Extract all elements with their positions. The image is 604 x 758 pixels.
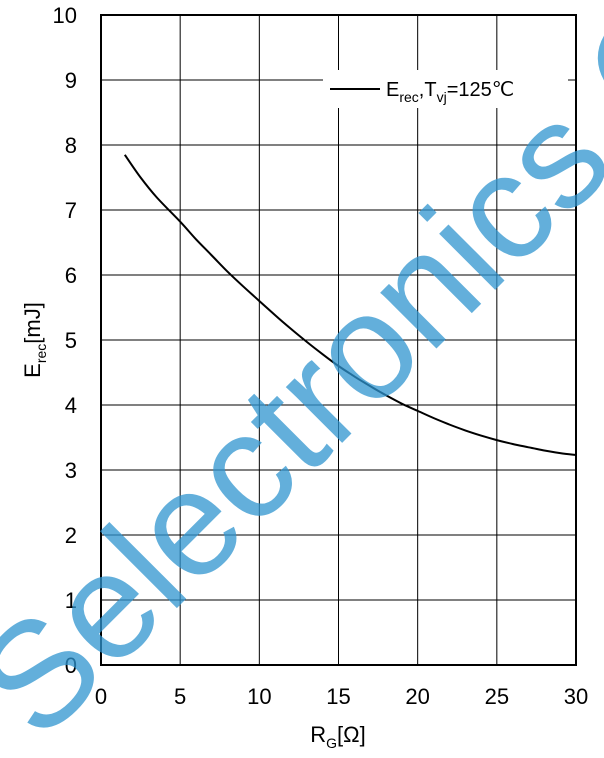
x-axis-title-unit: [Ω] [337, 722, 366, 747]
x-axis-title: RG[Ω] [310, 722, 365, 751]
x-tick-label: 30 [564, 684, 588, 709]
legend-sub: rec [399, 89, 418, 105]
x-tick-label: 25 [485, 684, 509, 709]
y-tick-label: 8 [65, 133, 77, 158]
x-tick-label: 10 [247, 684, 271, 709]
y-axis-title-sub: rec [33, 344, 49, 363]
y-tick-label: 4 [65, 393, 77, 418]
x-tick-label: 20 [405, 684, 429, 709]
y-tick-label: 9 [65, 68, 77, 93]
legend-main: E [386, 79, 399, 101]
x-tick-label: 15 [326, 684, 350, 709]
y-tick-label: 10 [53, 3, 77, 28]
y-axis-title-main: E [20, 363, 45, 378]
x-tick-labels: 0 5 10 15 20 25 30 [95, 684, 588, 709]
y-tick-label: 5 [65, 328, 77, 353]
legend-main2: T [424, 79, 436, 101]
y-axis-title: Erec[mJ] [20, 302, 49, 378]
y-tick-label: 7 [65, 198, 77, 223]
x-tick-label: 5 [174, 684, 186, 709]
y-tick-label: 3 [65, 458, 77, 483]
x-axis-title-sub: G [326, 735, 337, 751]
y-tick-label: 6 [65, 263, 77, 288]
legend-sub2: vj [437, 89, 447, 105]
x-axis-title-main: R [310, 722, 326, 747]
y-axis-title-unit: [mJ] [20, 302, 45, 344]
